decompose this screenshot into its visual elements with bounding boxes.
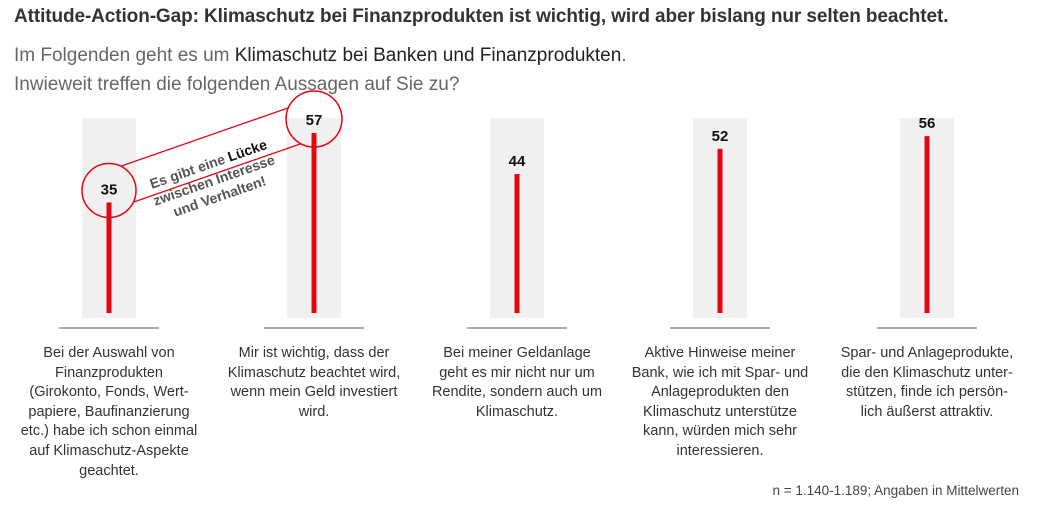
category-label-line: die den Klimaschutz unter- <box>841 364 1013 381</box>
chart-title: Attitude-Action-Gap: Klimaschutz bei Fin… <box>14 6 949 27</box>
category-label-line: Anlageprodukten den <box>651 384 789 401</box>
category-label-4: Aktive Hinweise meiner Bank, wie ich mit … <box>625 344 815 462</box>
value-label-3: 44 <box>509 153 526 170</box>
category-label-line: Bei der Auswahl von <box>43 345 175 361</box>
highlight-circle-1 <box>81 162 137 219</box>
subtitle-line1-emphasis: Klimaschutz bei Banken und Finanzprodukt… <box>234 45 622 66</box>
value-label-2: 57 <box>306 112 323 129</box>
category-label-line: wird. <box>298 403 330 420</box>
value-label-4: 52 <box>712 128 729 145</box>
category-label-line: Rendite, sondern auch um <box>431 384 603 401</box>
value-label-5: 56 <box>919 115 936 132</box>
chart-subtitle-line1: Im Folgenden geht es um Klimaschutz bei … <box>14 45 627 67</box>
category-label-line: Bank, wie ich mit Spar- und <box>631 364 809 381</box>
category-label-5: Spar- und Anlageprodukte, die den Klimasc… <box>832 344 1022 422</box>
category-label-line: Klimaschutz unterstütze <box>643 403 797 420</box>
category-label-line: Bei meiner Geldanlage <box>443 345 591 361</box>
category-label-3: Bei meiner Geldanlage geht es mir nicht n… <box>422 344 612 422</box>
bar-4 <box>717 148 723 313</box>
category-label-2: Mir ist wichtig, dass der Klimaschutz bea… <box>219 344 409 422</box>
category-label-line: Klimaschutz beachtet wird, <box>227 364 401 381</box>
category-label-line: kann, würden mich sehr <box>643 423 797 440</box>
category-label-line: Klimaschutz. <box>475 403 559 420</box>
category-label-line: etc.) habe ich schon einmal <box>20 423 198 440</box>
category-label-1: Bei der Auswahl von Finanzprodukten (Girok… <box>14 344 204 481</box>
category-label-line: (Girokonto, Fonds, Wert- <box>29 384 189 401</box>
category-label-line: geht es mir nicht nur um <box>439 364 595 381</box>
category-label-line: Mir ist wichtig, dass der <box>238 345 390 361</box>
category-label-line: stützen, finde ich persön- <box>845 384 1008 401</box>
category-label-line: auf Klimaschutz-Aspekte <box>29 442 189 459</box>
category-label-line: lich äußerst attraktiv. <box>860 403 994 420</box>
category-label-line: Aktive Hinweise meiner <box>644 345 796 361</box>
value-label-1: 35 <box>101 181 118 198</box>
subtitle-line1-pre: Im Folgenden geht es um <box>14 45 235 66</box>
bar-2 <box>311 132 317 313</box>
category-label-line: Spar- und Anlageprodukte, <box>840 345 1014 361</box>
bar-5 <box>924 136 930 313</box>
category-label-line: papiere, Baufinanzierung <box>28 403 190 420</box>
category-label-line: geachtet. <box>79 462 139 479</box>
category-label-line: interessieren. <box>676 442 764 459</box>
category-label-line: wenn mein Geld investiert <box>230 384 398 401</box>
category-label-line: Finanzprodukten <box>54 364 163 381</box>
highlight-circle-2 <box>285 90 343 148</box>
chart-subtitle-line2: Inwieweit treffen die folgenden Aussagen… <box>14 74 460 95</box>
bar-3 <box>514 174 520 313</box>
footnote: n = 1.140-1.189; Angaben in Mittelwerten <box>772 483 1019 498</box>
subtitle-line1-post: . <box>621 45 627 66</box>
connector-line-top <box>133 143 302 203</box>
bar-1 <box>106 202 112 313</box>
connector-line-bottom <box>120 107 289 167</box>
